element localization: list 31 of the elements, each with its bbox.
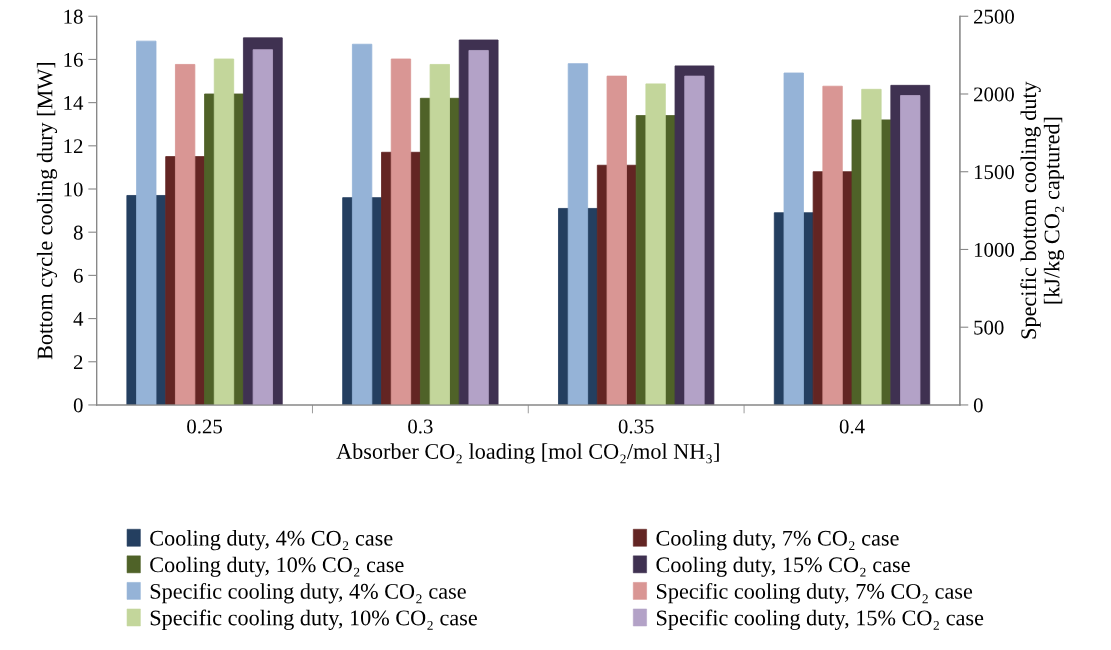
- y2-tick-label: 0: [973, 398, 983, 413]
- x-tick-label: 0.4: [839, 419, 865, 434]
- x-axis-title: Absorber CO₂ loading [mol CO₂/mol NH₃]: [336, 443, 719, 464]
- legend-label: Specific cooling duty, 10% CO₂ case: [150, 609, 477, 630]
- legend-label: Specific cooling duty, 15% CO₂ case: [656, 609, 984, 630]
- legend-label: Cooling duty, 4% CO₂ case: [150, 530, 393, 551]
- y-tick-label: 18: [64, 9, 83, 24]
- y2-tick-label: 2000: [974, 87, 1014, 102]
- y2-axis-title: Specific bottom cooling duty [kJ/kg CO₂ captured]: [1020, 81, 1065, 339]
- y2-tick-label: 2500: [974, 9, 1014, 24]
- y-axis-title: Bottom cycle cooling dury [MW]: [36, 62, 58, 360]
- y-tick-label: 0: [73, 398, 83, 413]
- legend-label: Cooling duty, 15% CO₂ case: [656, 556, 910, 577]
- y-tick-label: 8: [73, 225, 83, 240]
- legend-label: Specific cooling duty, 7% CO₂ case: [656, 582, 973, 604]
- y-tick-label: 6: [73, 268, 83, 283]
- y-tick-label: 10: [64, 182, 83, 197]
- y-tick-label: 16: [64, 52, 83, 67]
- y2-tick-label: 1000: [974, 242, 1014, 257]
- x-tick-label: 0.25: [187, 419, 222, 434]
- y-tick-label: 4: [73, 312, 84, 326]
- y2-tick-label: 1500: [974, 165, 1014, 180]
- legend-label: Cooling duty, 10% CO₂ case: [150, 556, 404, 577]
- legend-label: Specific cooling duty, 4% CO₂ case: [150, 582, 466, 604]
- y-tick-label: 12: [64, 139, 83, 154]
- legend-label: Cooling duty, 7% CO₂ case: [656, 530, 899, 551]
- y2-tick-label: 500: [974, 320, 1004, 335]
- y-tick-label: 14: [64, 96, 84, 110]
- x-tick-label: 0.35: [618, 419, 654, 434]
- y-tick-label: 2: [73, 355, 83, 369]
- x-tick-label: 0.3: [408, 419, 433, 434]
